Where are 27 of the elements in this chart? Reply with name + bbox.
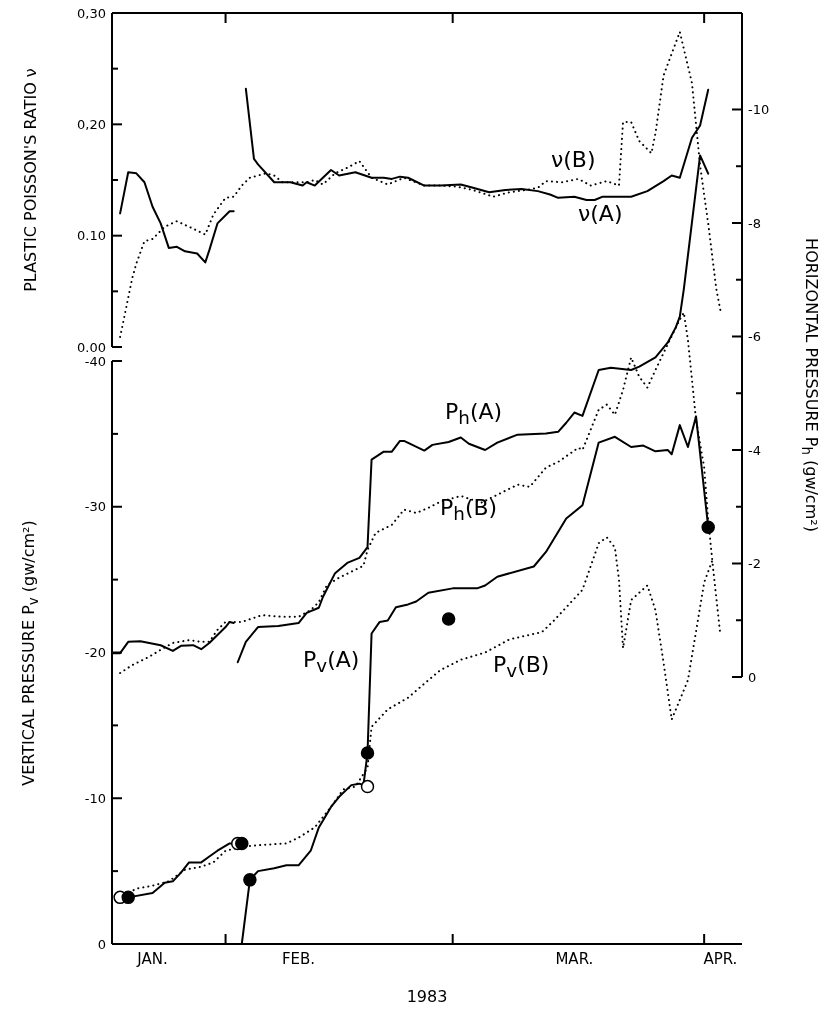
x-tick-label: JAN. — [136, 950, 168, 968]
series-label: P$_{h}$(B) — [440, 494, 498, 527]
y-tick-label: -20 — [84, 645, 106, 661]
y-tick-label: 0.10 — [77, 228, 106, 244]
y-tick-label: 0 — [97, 936, 106, 952]
y2-tick-label: -10 — [748, 102, 770, 118]
x-tick-label: MAR. — [555, 950, 594, 968]
y-tick-label: -40 — [84, 353, 106, 369]
series-label: P$_{v}$(A) — [303, 646, 360, 679]
y2-tick-label: 0 — [748, 669, 757, 685]
x-tick-label: APR. — [703, 950, 738, 968]
y2-tick-label: -6 — [748, 329, 761, 345]
x-tick-label: FEB. — [281, 950, 316, 968]
x-axis-title: 1983 — [406, 986, 448, 1006]
series-label: P$_{v}$(B) — [493, 651, 550, 684]
y2-tick-label: -8 — [748, 215, 761, 231]
y-tick-label: 0.00 — [77, 339, 106, 355]
y-tick-label: -30 — [84, 499, 106, 515]
series-label: ν(A) — [578, 200, 623, 228]
y2-tick-label: -4 — [748, 442, 761, 458]
y-tick-label: -10 — [84, 790, 106, 806]
y-tick-label: 0,20 — [77, 116, 106, 132]
series-label: P$_{h}$(A) — [445, 398, 503, 431]
series-label: ν(B) — [551, 146, 596, 174]
y-tick-label: 0,30 — [77, 5, 106, 21]
y-axis-title: PLASTIC POISSON'S RATIO ν — [20, 68, 40, 292]
y2-tick-label: -2 — [748, 556, 761, 572]
